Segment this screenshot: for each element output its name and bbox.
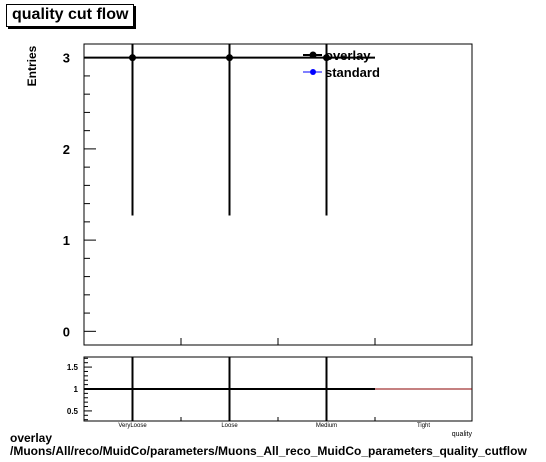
y-axis-label: Entries (25, 45, 39, 86)
legend-standard-label: standard (325, 65, 380, 80)
chart-title: quality cut flow (12, 6, 129, 23)
legend-overlay-marker (309, 51, 317, 59)
main-panel: 0 1 2 3 Entries overlay standard (25, 43, 473, 346)
footer-line-1: overlay (10, 432, 53, 445)
y-tick-label: 3 (63, 51, 70, 66)
footer-caption: overlay /Muons/All/reco/MuidCo/parameter… (10, 432, 546, 458)
legend-overlay-label: overlay (325, 48, 371, 63)
main-plot-frame (83, 43, 473, 346)
overlay-point (323, 54, 330, 62)
y-tick-label: 0 (63, 324, 70, 339)
ratio-y-tick-label: 0.5 (67, 407, 79, 416)
overlay-point (129, 54, 136, 62)
y-tick-label: 2 (63, 142, 70, 157)
x-category-label: Loose (221, 423, 238, 429)
legend-standard-marker (310, 69, 316, 75)
x-category-label: Medium (316, 423, 337, 429)
chart-title-box: quality cut flow (6, 4, 135, 27)
ratio-y-tick-label: 1.5 (67, 363, 79, 372)
footer-line-2: /Muons/All/reco/MuidCo/parameters/Muons_… (10, 444, 527, 458)
x-category-label: VeryLoose (118, 423, 147, 429)
y-tick-label: 1 (63, 233, 70, 248)
x-axis-label: quality (452, 431, 473, 438)
overlay-point (226, 54, 233, 62)
ratio-panel: 0.5 1 1.5 VeryLoose Loose Medium Tight quality (67, 356, 473, 438)
x-category-label: Tight (417, 423, 430, 429)
legend: overlay standard (303, 48, 380, 80)
ratio-y-tick-label: 1 (74, 385, 79, 394)
